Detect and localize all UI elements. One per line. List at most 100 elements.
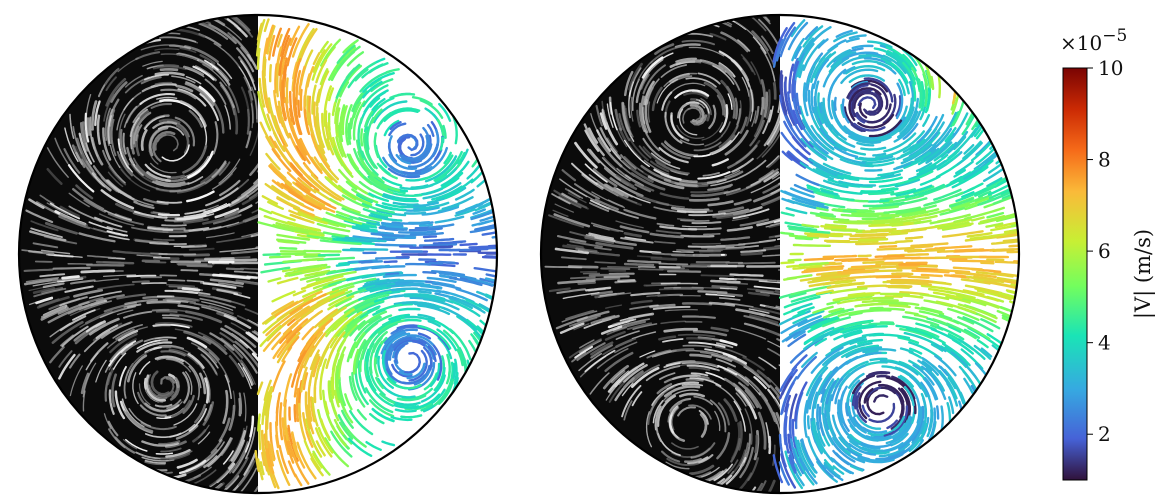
streamline-segment bbox=[435, 289, 450, 295]
streamline-segment bbox=[353, 293, 390, 309]
streamline-segment bbox=[790, 438, 805, 475]
photo-streak bbox=[171, 381, 179, 398]
photo-streak bbox=[180, 244, 207, 249]
streamline-segment bbox=[795, 195, 825, 206]
photo-streak bbox=[668, 72, 690, 83]
photo-streak bbox=[232, 344, 258, 374]
streamline-segment bbox=[787, 21, 809, 51]
photo-streak bbox=[664, 111, 683, 144]
streamline-segment bbox=[321, 112, 330, 151]
photo-streak bbox=[143, 115, 165, 131]
photo-streak bbox=[90, 136, 104, 166]
streamline-segment bbox=[1006, 290, 1019, 301]
streamline-segment bbox=[815, 457, 834, 479]
photo-streak bbox=[74, 327, 97, 345]
photo-streak bbox=[620, 179, 638, 191]
streamline-segment bbox=[957, 296, 987, 307]
streamline-segment bbox=[301, 257, 325, 262]
streamline-segment bbox=[935, 268, 971, 274]
streamline-segment bbox=[839, 323, 878, 334]
streamline-segment bbox=[854, 302, 889, 308]
photo-streak bbox=[58, 353, 76, 380]
streamline-segment bbox=[850, 79, 889, 93]
streamline-segment bbox=[893, 160, 915, 171]
streamline-segment bbox=[868, 176, 903, 184]
streamline-segment bbox=[907, 275, 930, 279]
photo-streak bbox=[668, 405, 679, 434]
streamline-segment bbox=[963, 328, 981, 339]
photo-streak bbox=[658, 265, 681, 269]
photo-streak bbox=[85, 352, 99, 371]
streamline-segment bbox=[369, 286, 392, 293]
streamline-segment bbox=[377, 319, 405, 334]
streamline-segment bbox=[287, 336, 300, 352]
photo-streak bbox=[566, 243, 584, 248]
photo-streak bbox=[603, 275, 630, 279]
streamline-segment bbox=[259, 121, 275, 149]
streamline-segment bbox=[276, 233, 311, 241]
streamline-segment bbox=[885, 45, 915, 72]
streamline-segment bbox=[895, 204, 937, 215]
photo-streak bbox=[599, 292, 625, 297]
streamline-segment bbox=[335, 297, 352, 308]
photo-streak bbox=[201, 301, 234, 311]
photo-streak bbox=[752, 36, 767, 54]
photo-streak bbox=[574, 141, 598, 169]
photo-streak bbox=[645, 411, 653, 448]
photo-streak bbox=[670, 82, 706, 93]
photo-streak bbox=[692, 58, 727, 73]
streamline-segment bbox=[381, 223, 404, 228]
streamline-segment bbox=[298, 65, 306, 96]
streamline-segment bbox=[962, 316, 994, 333]
streamline-segment bbox=[279, 402, 284, 441]
streamline-segment bbox=[877, 169, 904, 177]
streamline-segment bbox=[955, 187, 988, 203]
streamline-segment bbox=[841, 98, 850, 124]
streamline-segment bbox=[357, 316, 376, 331]
streamline-segment bbox=[369, 321, 391, 339]
streamline-segment bbox=[858, 440, 892, 449]
streamline-segment bbox=[851, 80, 869, 90]
photo-streak bbox=[631, 78, 640, 112]
photo-streak bbox=[548, 214, 585, 228]
streamline-segment bbox=[347, 61, 377, 89]
photo-streak bbox=[585, 286, 612, 292]
streamline-segment bbox=[423, 237, 455, 242]
photo-streak bbox=[754, 15, 771, 22]
photo-streak bbox=[623, 105, 634, 138]
photo-streak bbox=[602, 364, 630, 390]
streamline-segment bbox=[271, 184, 305, 206]
photo-streak bbox=[153, 238, 175, 241]
photo-streak bbox=[68, 205, 103, 223]
streamline-segment bbox=[902, 53, 917, 72]
streamline-segment bbox=[296, 441, 317, 480]
streamline-segment bbox=[888, 304, 911, 309]
streamline-segment bbox=[349, 247, 389, 251]
streamline-segment bbox=[951, 259, 995, 263]
streamline-segment bbox=[307, 379, 313, 422]
photo-streak bbox=[558, 193, 589, 210]
streamline-segment bbox=[793, 80, 798, 107]
streamline-segment bbox=[803, 257, 835, 262]
photo-streak bbox=[100, 176, 119, 193]
photo-streak bbox=[245, 130, 252, 149]
photo-streak bbox=[765, 305, 783, 311]
streamline-segment bbox=[376, 209, 407, 217]
streamline-segment bbox=[406, 362, 426, 380]
photo-streak bbox=[709, 399, 727, 433]
photo-streak bbox=[645, 365, 681, 382]
streamline-segment bbox=[371, 407, 395, 422]
streamline-segment bbox=[1008, 242, 1019, 248]
photo-streak bbox=[99, 213, 135, 227]
streamline-segment bbox=[964, 235, 1003, 242]
streamline-segment bbox=[297, 263, 328, 270]
photo-streak bbox=[716, 342, 734, 349]
streamline-segment bbox=[316, 106, 325, 149]
photo-streak bbox=[685, 378, 704, 382]
streamline-segment bbox=[932, 111, 958, 147]
photo-streak bbox=[708, 104, 717, 130]
photo-streak bbox=[719, 104, 729, 133]
streamline-segment bbox=[919, 153, 949, 174]
photo-streak bbox=[224, 324, 257, 348]
